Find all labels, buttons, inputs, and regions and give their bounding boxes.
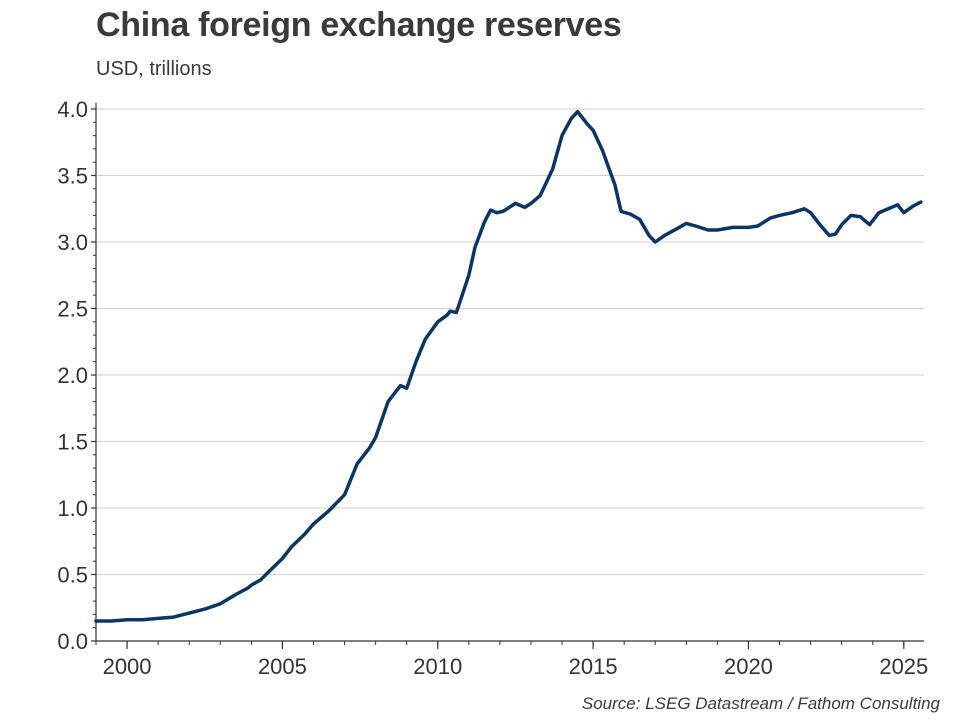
chart-subtitle: USD, trillions — [96, 58, 212, 80]
y-tick-label: 0.0 — [57, 629, 88, 654]
chart-title: China foreign exchange reserves — [96, 6, 622, 44]
x-tick-label: 2020 — [724, 654, 773, 679]
x-tick-label: 2015 — [569, 654, 618, 679]
y-tick-label: 3.5 — [57, 164, 88, 189]
y-tick-label: 4.0 — [57, 97, 88, 122]
series-line — [94, 109, 923, 623]
y-tick-label: 3.0 — [57, 230, 88, 255]
x-tick-label: 2005 — [258, 654, 307, 679]
x-tick-label: 2010 — [413, 654, 462, 679]
y-tick-label: 1.5 — [57, 430, 88, 455]
source-note: Source: LSEG Datastream / Fathom Consult… — [581, 694, 940, 713]
y-tick-label: 1.0 — [57, 496, 88, 521]
y-tick-label: 0.5 — [57, 563, 88, 588]
y-tick-label: 2.0 — [57, 363, 88, 388]
x-tick-label: 2025 — [879, 654, 928, 679]
y-tick-label: 2.5 — [57, 297, 88, 322]
x-tick-label: 2000 — [103, 654, 152, 679]
